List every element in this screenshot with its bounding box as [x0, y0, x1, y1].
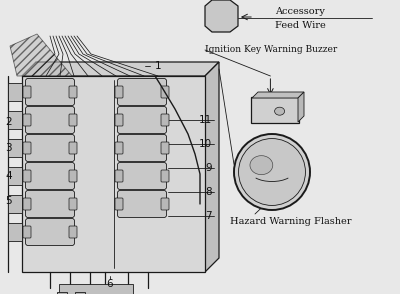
- FancyBboxPatch shape: [23, 198, 31, 210]
- FancyBboxPatch shape: [161, 142, 169, 154]
- Text: 10: 10: [199, 139, 212, 149]
- Text: 2: 2: [5, 117, 12, 127]
- Ellipse shape: [275, 107, 285, 115]
- Text: Ignition Key Warning Buzzer: Ignition Key Warning Buzzer: [205, 46, 337, 54]
- Polygon shape: [8, 195, 22, 213]
- Polygon shape: [22, 62, 219, 76]
- FancyBboxPatch shape: [118, 191, 166, 218]
- FancyBboxPatch shape: [23, 86, 31, 98]
- Text: 9: 9: [205, 163, 212, 173]
- FancyBboxPatch shape: [69, 170, 77, 182]
- Text: 11: 11: [199, 115, 212, 125]
- FancyBboxPatch shape: [69, 86, 77, 98]
- FancyBboxPatch shape: [118, 78, 166, 106]
- Polygon shape: [205, 0, 238, 32]
- FancyBboxPatch shape: [161, 170, 169, 182]
- FancyBboxPatch shape: [59, 284, 133, 294]
- FancyBboxPatch shape: [115, 114, 123, 126]
- Text: 3: 3: [5, 143, 12, 153]
- FancyBboxPatch shape: [69, 198, 77, 210]
- FancyBboxPatch shape: [23, 226, 31, 238]
- Polygon shape: [8, 111, 22, 129]
- FancyBboxPatch shape: [26, 134, 74, 161]
- FancyBboxPatch shape: [23, 170, 31, 182]
- Text: 5: 5: [5, 196, 12, 206]
- FancyBboxPatch shape: [26, 218, 74, 245]
- FancyBboxPatch shape: [26, 163, 74, 190]
- FancyBboxPatch shape: [115, 86, 123, 98]
- Ellipse shape: [250, 156, 273, 175]
- FancyBboxPatch shape: [23, 114, 31, 126]
- Text: 8: 8: [205, 187, 212, 197]
- Text: 6: 6: [107, 279, 113, 289]
- FancyBboxPatch shape: [115, 170, 123, 182]
- FancyBboxPatch shape: [161, 114, 169, 126]
- Polygon shape: [8, 139, 22, 157]
- Circle shape: [234, 134, 310, 210]
- Text: 7: 7: [205, 211, 212, 221]
- FancyBboxPatch shape: [26, 191, 74, 218]
- Polygon shape: [252, 92, 304, 98]
- FancyBboxPatch shape: [57, 292, 67, 294]
- FancyBboxPatch shape: [115, 142, 123, 154]
- Text: Accessory: Accessory: [275, 8, 325, 16]
- FancyBboxPatch shape: [118, 134, 166, 161]
- FancyBboxPatch shape: [251, 97, 299, 123]
- FancyBboxPatch shape: [118, 163, 166, 190]
- Text: 1: 1: [155, 61, 161, 71]
- Polygon shape: [22, 76, 205, 272]
- FancyBboxPatch shape: [118, 106, 166, 133]
- Circle shape: [238, 138, 306, 206]
- FancyBboxPatch shape: [161, 86, 169, 98]
- FancyBboxPatch shape: [69, 142, 77, 154]
- FancyBboxPatch shape: [23, 142, 31, 154]
- FancyBboxPatch shape: [115, 198, 123, 210]
- FancyBboxPatch shape: [161, 198, 169, 210]
- FancyBboxPatch shape: [26, 106, 74, 133]
- Polygon shape: [298, 92, 304, 122]
- Text: Feed Wire: Feed Wire: [275, 21, 326, 29]
- FancyBboxPatch shape: [69, 114, 77, 126]
- Polygon shape: [10, 34, 72, 76]
- Polygon shape: [205, 62, 219, 272]
- Text: Hazard Warning Flasher: Hazard Warning Flasher: [230, 218, 352, 226]
- Polygon shape: [8, 223, 22, 241]
- Text: 4: 4: [5, 171, 12, 181]
- FancyBboxPatch shape: [75, 292, 85, 294]
- Polygon shape: [8, 83, 22, 101]
- FancyBboxPatch shape: [69, 226, 77, 238]
- FancyBboxPatch shape: [26, 78, 74, 106]
- Polygon shape: [8, 167, 22, 185]
